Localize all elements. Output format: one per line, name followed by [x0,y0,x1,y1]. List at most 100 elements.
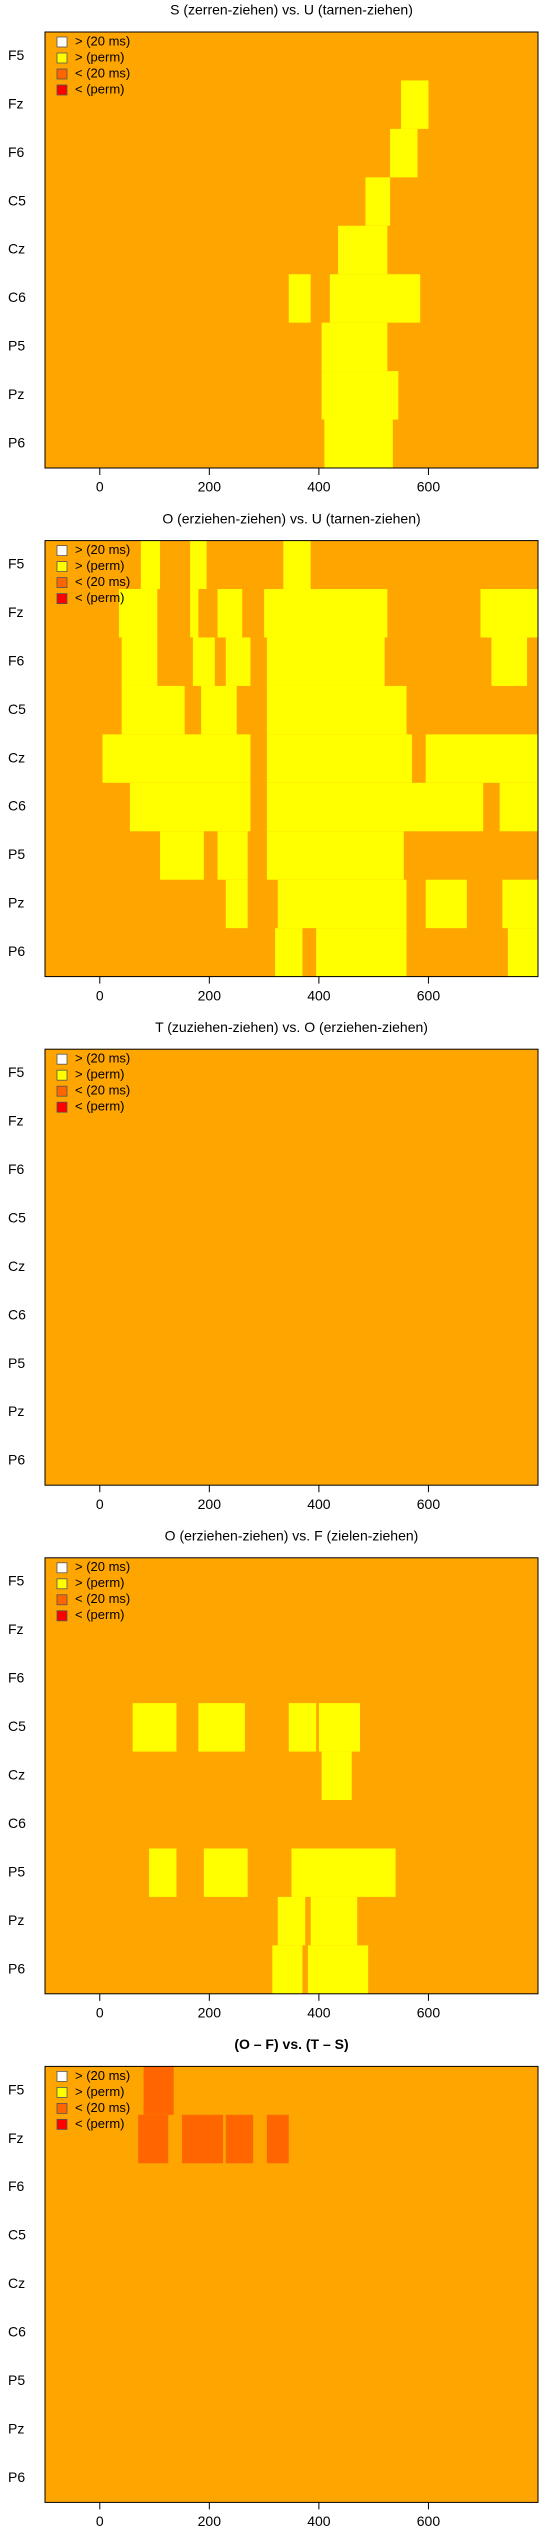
legend-swatch [56,1085,68,1097]
interval-block [225,879,248,929]
y-tick-label: C6 [8,2324,26,2340]
interval-block [502,879,538,929]
y-tick-label: F5 [8,2081,25,2097]
legend-label: < (20 ms) [75,574,130,589]
legend-swatch [56,1069,68,1081]
x-tick-label: 600 [417,479,441,495]
x-tick-label: 600 [417,2005,441,2021]
y-tick-label: P5 [8,846,25,862]
y-tick-label: C5 [8,1209,26,1225]
y-tick-label: P6 [8,1960,25,1976]
x-tick-label: 200 [198,1496,222,1512]
legend-swatch [56,1578,68,1590]
interval-block [491,637,528,686]
y-tick-label: Pz [8,386,24,402]
y-tick-label: F5 [8,47,25,63]
plot-frame [44,1557,539,1995]
y-tick-label: F6 [8,1161,25,1177]
legend-label: < (20 ms) [75,1083,130,1098]
interval-block [121,685,185,735]
interval-block [266,782,484,832]
legend: > (20 ms)> (perm)< (20 ms)< (perm) [56,1051,130,1114]
interval-block [321,1751,352,1801]
legend-label: < (20 ms) [75,1591,130,1606]
legend-label: > (perm) [75,2084,124,2099]
legend-swatch [56,1610,68,1622]
interval-block [140,540,161,590]
panel-title: (O – F) vs. (T – S) [234,2036,348,2052]
panel: O (erziehen-ziehen) vs. F (zielen-ziehen… [8,1528,539,2021]
legend-swatch [56,1053,68,1065]
interval-block [321,371,399,420]
legend-label: > (perm) [75,558,124,573]
x-tick-label: 400 [307,1496,331,1512]
panel: T (zuziehen-ziehen) vs. O (erziehen-zieh… [8,1019,539,1512]
legend-swatch [56,2086,68,2098]
plot-frame [44,1048,539,1486]
panel: (O – F) vs. (T – S) F5 Fz F6 C5 Cz C6 P5 Pz P6 0 20… [8,2036,539,2529]
legend-label: < (20 ms) [75,2100,130,2115]
y-tick-label: Pz [8,1403,24,1419]
interval-block [401,80,429,129]
legend-label: < (perm) [75,590,124,605]
x-tick-label: 600 [417,2513,441,2529]
y-tick-label: Fz [8,1113,24,1129]
x-tick-label: 400 [307,2005,331,2021]
interval-block [266,734,413,783]
y-tick-label: C5 [8,2227,26,2243]
panel-title: O (erziehen-ziehen) vs. F (zielen-ziehen… [165,1528,419,1544]
legend-label: > (20 ms) [75,1051,130,1066]
y-tick-label: P5 [8,1863,25,1879]
y-tick-label: P5 [8,2372,25,2388]
interval-block [160,831,204,880]
y-tick-label: Cz [8,1767,25,1783]
interval-block [277,879,407,929]
interval-block [121,637,158,686]
interval-block [190,589,199,638]
interval-block [318,1703,360,1752]
interval-block [425,879,467,929]
legend-label: < (perm) [75,81,124,96]
interval-block [225,2114,254,2164]
legend-swatch [56,84,68,96]
legend: > (20 ms)> (perm)< (20 ms)< (perm) [56,2068,130,2131]
x-tick-label: 600 [417,987,441,1003]
legend-swatch [56,1594,68,1606]
y-tick-label: F6 [8,652,25,668]
interval-block [203,1848,248,1897]
y-tick-label: P5 [8,338,25,354]
y-tick-label: C6 [8,1815,26,1831]
y-tick-label: P6 [8,1452,25,1468]
legend-swatch [56,2070,68,2082]
interval-block [266,831,404,880]
y-tick-label: Cz [8,2275,25,2291]
legend-swatch [56,1101,68,1113]
interval-block [499,782,538,832]
legend-label: > (perm) [75,49,124,64]
panel: O (erziehen-ziehen) vs. U (tarnen-ziehen… [8,510,539,1003]
y-tick-label: F5 [8,1573,25,1589]
plot-background [45,32,538,468]
y-tick-label: Fz [8,2130,24,2146]
interval-block [217,589,243,638]
legend: > (20 ms)> (perm)< (20 ms)< (perm) [56,542,130,605]
legend-swatch [56,561,68,572]
legend: > (20 ms)> (perm)< (20 ms)< (perm) [56,1559,130,1622]
x-tick-label: 200 [198,987,222,1003]
y-tick-label: C5 [8,1718,26,1734]
legend-label: < (perm) [75,1099,124,1114]
y-tick-label: F5 [8,1064,25,1080]
plot-frame [44,540,539,978]
plot-frame [44,31,539,469]
y-tick-label: C6 [8,289,26,305]
y-tick-label: C6 [8,798,26,814]
panel-title: T (zuziehen-ziehen) vs. O (erziehen-zieh… [155,1019,428,1035]
interval-block [118,589,158,638]
interval-block [480,589,538,638]
legend-label: < (20 ms) [75,65,130,80]
interval-block [283,540,311,590]
legend-swatch [56,68,68,80]
y-tick-label: C5 [8,192,26,208]
y-tick-label: Fz [8,604,24,620]
interval-block [324,419,393,468]
